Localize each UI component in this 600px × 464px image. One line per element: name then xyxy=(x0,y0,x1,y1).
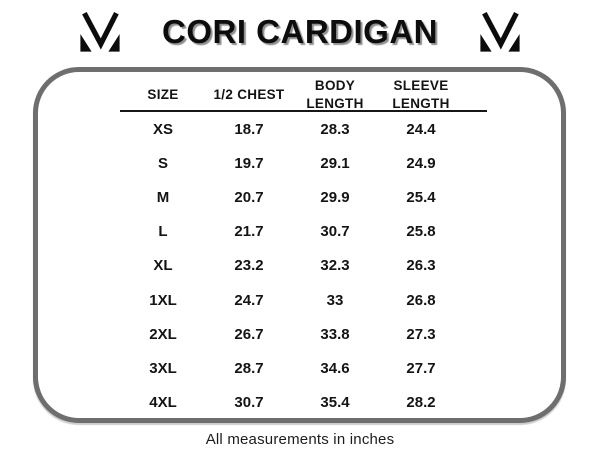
sleeve-length-cell: 24.9 xyxy=(406,154,436,172)
sleeve-length-cell: 26.3 xyxy=(406,257,436,275)
table-row: XS 18.7 28.3 24.4 xyxy=(120,112,464,146)
column-header-body-length: BODY LENGTH xyxy=(306,78,364,111)
table-row: 1XL 24.7 33 26.8 xyxy=(120,283,464,317)
size-chart-box: SIZE 1/2 CHEST BODY LENGTH SLEEVE LENGTH… xyxy=(33,67,566,423)
body-length-cell: 30.7 xyxy=(320,223,350,241)
half-chest-cell: 28.7 xyxy=(234,360,264,377)
body-length-cell: 29.9 xyxy=(320,189,350,207)
half-chest-cell: 26.7 xyxy=(234,325,264,343)
table-row: M 20.7 29.9 25.4 xyxy=(120,180,464,214)
size-cell: 1XL xyxy=(149,291,177,309)
body-length-cell: 29.1 xyxy=(320,154,350,172)
table-header-row: SIZE 1/2 CHEST BODY LENGTH SLEEVE LENGTH xyxy=(120,77,464,112)
size-cell: 2XL xyxy=(149,325,177,343)
body-length-cell: 34.6 xyxy=(320,360,350,377)
size-cell: S xyxy=(157,154,168,172)
size-cell: 3XL xyxy=(149,360,177,377)
brand-m-icon-left xyxy=(80,10,120,54)
size-cell: 4XL xyxy=(149,394,177,412)
measurement-note: All measurements in inches xyxy=(205,431,395,448)
table-row: 2XL 26.7 33.8 27.3 xyxy=(120,317,464,351)
half-chest-cell: 19.7 xyxy=(234,154,264,172)
size-cell: L xyxy=(158,223,168,241)
half-chest-cell: 20.7 xyxy=(234,189,264,207)
half-chest-cell: 30.7 xyxy=(234,394,264,412)
sleeve-length-cell: 28.2 xyxy=(406,394,436,412)
sleeve-length-cell: 24.4 xyxy=(406,120,436,138)
size-cell: XS xyxy=(152,120,173,138)
column-header-sleeve-length: SLEEVE LENGTH xyxy=(392,78,450,111)
body-length-cell: 33.8 xyxy=(320,325,350,343)
page-title: CORI CARDIGAN xyxy=(162,13,438,50)
table-row: 3XL 28.7 34.6 27.7 xyxy=(120,351,464,385)
sleeve-length-cell: 27.3 xyxy=(406,325,436,343)
sleeve-length-cell: 25.8 xyxy=(406,223,436,241)
half-chest-cell: 21.7 xyxy=(234,223,264,241)
size-cell: M xyxy=(156,189,170,207)
column-header-size: SIZE xyxy=(147,86,179,102)
half-chest-cell: 24.7 xyxy=(234,291,264,309)
table-row: XL 23.2 32.3 26.3 xyxy=(120,249,464,283)
column-header-half-chest: 1/2 CHEST xyxy=(213,86,285,102)
table-row: 4XL 30.7 35.4 28.2 xyxy=(120,386,464,420)
body-length-cell: 33 xyxy=(326,291,344,309)
body-length-cell: 35.4 xyxy=(320,394,350,412)
header: CORI CARDIGAN xyxy=(0,0,600,64)
header-underline xyxy=(120,110,487,112)
sleeve-length-cell: 26.8 xyxy=(406,291,436,309)
sleeve-length-cell: 25.4 xyxy=(406,189,436,207)
sleeve-length-cell: 27.7 xyxy=(406,360,436,377)
body-length-cell: 28.3 xyxy=(320,120,350,138)
size-table: SIZE 1/2 CHEST BODY LENGTH SLEEVE LENGTH… xyxy=(120,77,464,420)
brand-m-icon-right xyxy=(480,10,520,54)
table-row: L 21.7 30.7 25.8 xyxy=(120,215,464,249)
half-chest-cell: 18.7 xyxy=(234,120,264,138)
size-cell: XL xyxy=(153,257,173,275)
half-chest-cell: 23.2 xyxy=(234,257,264,275)
body-length-cell: 32.3 xyxy=(320,257,350,275)
table-row: S 19.7 29.1 24.9 xyxy=(120,146,464,180)
